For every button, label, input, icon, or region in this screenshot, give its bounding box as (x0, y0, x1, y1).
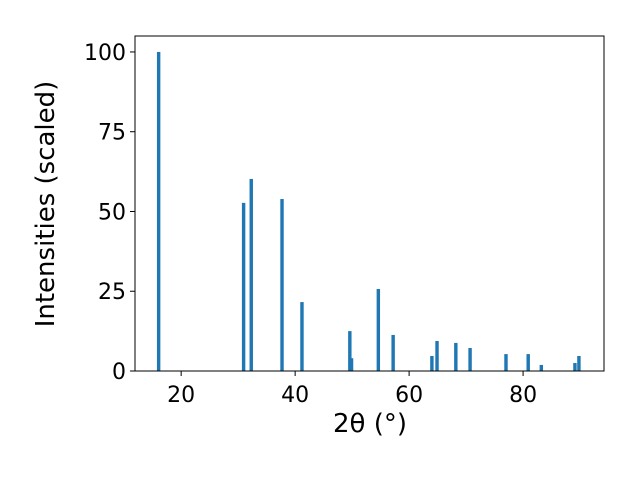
y-tick-label: 25 (98, 280, 126, 305)
bar (280, 199, 284, 371)
x-tick-label: 60 (395, 383, 423, 408)
bar (241, 202, 246, 371)
bar (391, 334, 395, 371)
bar (454, 342, 458, 371)
bar (348, 331, 352, 371)
y-tick-label: 100 (84, 41, 126, 66)
x-tick-label: 40 (281, 383, 309, 408)
x-tick-label: 20 (167, 383, 195, 408)
y-tick-label: 50 (98, 200, 126, 225)
bar (376, 289, 381, 371)
bar (573, 363, 577, 371)
bar (504, 354, 508, 371)
bar (468, 348, 472, 371)
plot-frame (134, 35, 605, 372)
y-tick-label: 0 (112, 360, 126, 385)
bar (526, 354, 530, 371)
bar (435, 341, 439, 371)
bar (430, 356, 434, 371)
bar (156, 51, 161, 371)
bar (300, 302, 304, 371)
y-axis-label: Intensities (scaled) (31, 81, 61, 328)
bar (249, 178, 253, 371)
y-tick-label: 75 (98, 121, 126, 146)
bar (349, 358, 354, 371)
x-tick-label: 80 (509, 383, 537, 408)
bar (577, 356, 581, 371)
x-axis-label: 2θ (°) (333, 409, 407, 439)
bar (539, 364, 544, 371)
